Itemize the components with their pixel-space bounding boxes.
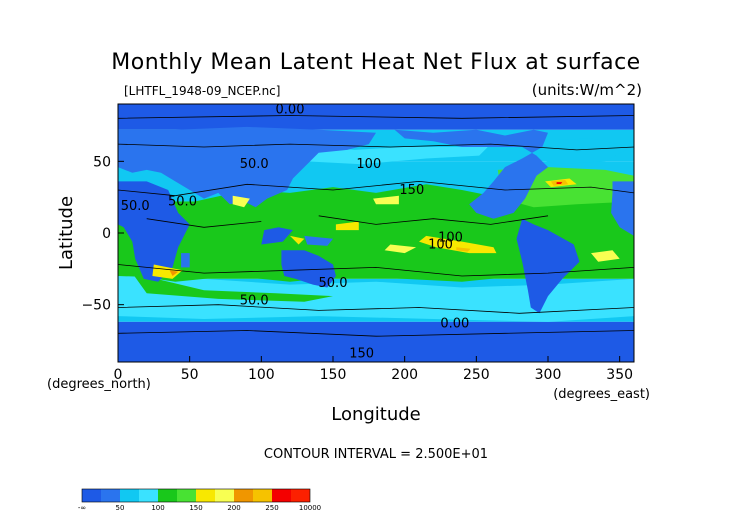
contour-value-label: 0.00 [440, 316, 469, 331]
flux-region [456, 247, 471, 252]
colorbar-tick-label: 150 [189, 504, 202, 512]
contour-value-label: 100 [356, 157, 381, 172]
contour-value-label: 50.0 [319, 276, 348, 291]
contour-interval-text: CONTOUR INTERVAL = 2.500E+01 [264, 447, 488, 462]
contour-value-label: 100 [428, 237, 453, 252]
x-unit-label: (degrees_east) [553, 387, 650, 402]
contour-line [118, 180, 634, 197]
x-tick-label: 200 [391, 367, 418, 383]
y-tick-label: 50 [93, 154, 111, 170]
field-band [118, 321, 634, 362]
contour-line [118, 304, 634, 314]
colorbar: -∞ 50 100 150 200 250 10000 [78, 488, 321, 512]
contour-line [118, 115, 634, 119]
y-tick-label: 0 [102, 226, 111, 242]
contour-value-label: 50.0 [121, 199, 150, 214]
units-label: (units:W/m^2) [532, 81, 642, 99]
flux-region [281, 250, 336, 288]
x-axis-label: Longitude [331, 404, 421, 425]
flux-region [181, 253, 190, 268]
contour-value-label: 50.0 [168, 194, 197, 209]
x-tick-label: 100 [248, 367, 275, 383]
colorbar-tick-label: -∞ [78, 504, 86, 512]
flux-region [419, 235, 497, 254]
colorbar-swatch [139, 489, 158, 502]
x-tick-label: 350 [606, 367, 633, 383]
x-tick-label: 150 [320, 367, 347, 383]
contour-line [318, 215, 549, 225]
colorbar-swatch [158, 489, 177, 502]
flux-region [591, 250, 620, 262]
colorbar-swatch [234, 489, 253, 502]
flux-region [132, 273, 333, 302]
contour-line [118, 264, 634, 277]
contour-value-label: 100 [438, 230, 463, 245]
colorbar-swatch [177, 489, 196, 502]
flux-region [516, 218, 580, 314]
contour-value-label: 150 [399, 183, 424, 198]
y-axis-label: Latitude [56, 196, 77, 270]
contour-line [146, 218, 262, 228]
x-axis-ticks: 0 50 100 150 200 250 300 350 [114, 356, 633, 383]
colorbar-tick-label: 10000 [299, 504, 321, 512]
flux-region [335, 221, 359, 231]
heat-flux-field [118, 104, 634, 362]
flux-region [611, 181, 634, 236]
colorbar-swatch [196, 489, 215, 502]
colorbar-swatch [120, 489, 139, 502]
contour-value-label: 50.0 [240, 293, 269, 308]
colorbar-swatch [272, 489, 291, 502]
y-tick-label: −50 [81, 298, 111, 314]
colorbar-tick-label: 200 [227, 504, 240, 512]
colorbar-swatch [82, 489, 101, 502]
flux-region [118, 126, 376, 208]
x-tick-label: 300 [535, 367, 562, 383]
flux-region [232, 195, 250, 208]
x-tick-label: 0 [114, 367, 123, 383]
flux-region [152, 264, 183, 279]
flux-region [261, 227, 293, 245]
flux-region [394, 129, 548, 219]
colorbar-tick-label: 250 [265, 504, 278, 512]
contour-value-label: 150 [349, 346, 374, 361]
colorbar-tick-label: 100 [151, 504, 164, 512]
flux-region [373, 195, 399, 205]
contour-line [118, 143, 634, 151]
contour-value-label: 50.0 [240, 157, 269, 172]
y-axis-ticks: 50 0 −50 [81, 154, 124, 314]
contour-value-label: 0.00 [276, 103, 305, 118]
flux-region [556, 182, 563, 184]
colorbar-swatch [253, 489, 272, 502]
contour-line [118, 330, 634, 337]
source-file-label: [LHTFL_1948-09_NCEP.nc] [124, 84, 280, 98]
flux-region [384, 244, 417, 254]
flux-region [530, 138, 632, 165]
y-unit-label: (degrees_north) [47, 377, 151, 392]
contour-label-group: 0.00 50.0 50.0 50.0 100 150 100 50.0 50.0 0.00 150… [121, 103, 470, 361]
flux-region [118, 181, 190, 282]
colorbar-swatch [215, 489, 234, 502]
x-tick-label: 50 [181, 367, 199, 383]
colorbar-tick-label: 50 [116, 504, 125, 512]
x-tick-label: 250 [463, 367, 490, 383]
colorbar-frame [81, 488, 311, 503]
flux-region [304, 235, 333, 246]
flux-region [169, 270, 179, 276]
colorbar-swatch [101, 489, 120, 502]
colorbar-swatch [291, 489, 310, 502]
chart-title: Monthly Mean Latent Heat Net Flux at sur… [111, 50, 640, 75]
flux-region [290, 235, 305, 245]
flux-region [118, 276, 634, 322]
